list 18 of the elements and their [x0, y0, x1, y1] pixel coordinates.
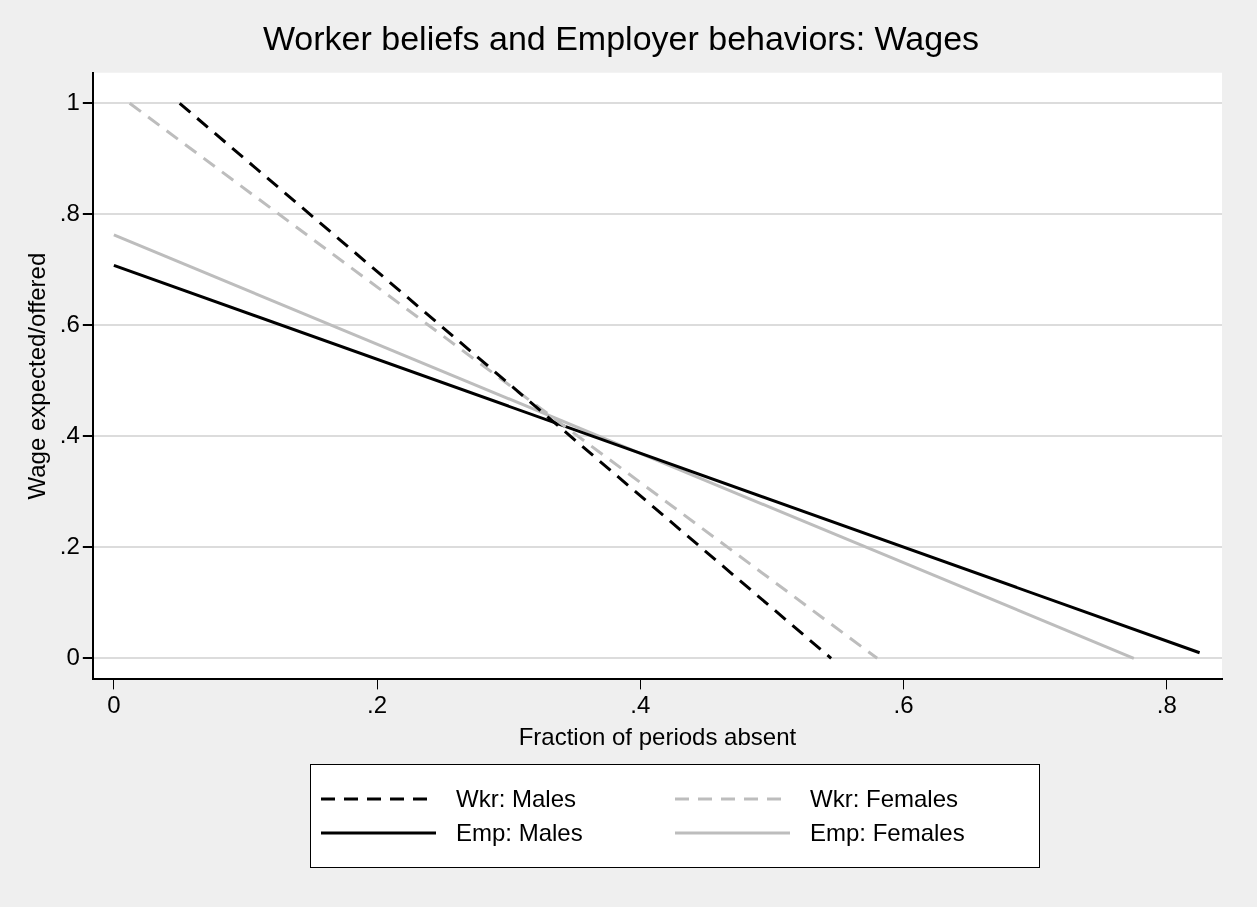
y-tick-label: .2 [59, 531, 80, 559]
x-tick-label: .6 [893, 691, 914, 719]
chart-title: Worker beliefs and Employer behaviors: Wages [262, 18, 980, 57]
x-tick-label: .2 [367, 691, 388, 719]
y-tick-label: .8 [59, 198, 80, 226]
x-tick-label: .8 [1156, 691, 1177, 719]
y-tick-label: 1 [66, 87, 80, 115]
x-tick-label: 0 [107, 691, 121, 719]
y-axis-title: Wage expected/offered [23, 252, 51, 500]
legend-label: Emp: Females [810, 819, 965, 847]
x-tick-label: .4 [630, 691, 651, 719]
y-tick-label: .6 [59, 309, 80, 337]
legend-label: Wkr: Males [456, 785, 576, 813]
y-tick-label: .4 [59, 420, 80, 448]
y-tick-label: 0 [66, 642, 80, 670]
legend-label: Wkr: Females [810, 785, 959, 813]
legend-label: Emp: Males [456, 819, 583, 847]
x-axis-title: Fraction of periods absent [518, 723, 797, 751]
